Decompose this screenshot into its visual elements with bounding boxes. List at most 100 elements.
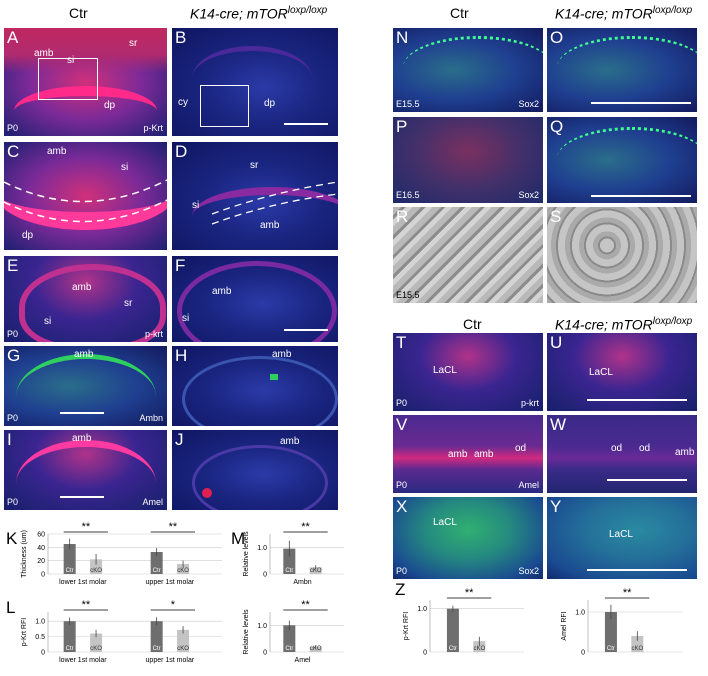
panel-u-image: U LaCL [547, 333, 697, 411]
panel-r-stage: E15.5 [396, 290, 420, 300]
panel-d-epithelium-layer [192, 187, 338, 245]
panel-e-epithelium-loop [19, 264, 166, 342]
panel-n-sox2-signal [403, 36, 543, 99]
panel-w-letter: W [550, 415, 567, 434]
panel-i-stage: P0 [7, 497, 19, 507]
panel-a-marker: p-Krt [143, 123, 163, 133]
header-right2-ctr: Ctr [463, 316, 482, 332]
panel-c-label-amb: amb [47, 146, 67, 157]
chart-significance-mark: ** [82, 599, 91, 611]
panel-x-letter: X [396, 497, 408, 516]
chart-bar-label: Ctr [449, 646, 457, 652]
panel-g-letter: G [7, 346, 21, 365]
header-left-mutant-sup: loxp/loxp [287, 5, 328, 16]
chart-bar [604, 612, 617, 652]
panel-f-label-amb: amb [212, 286, 232, 297]
chart-bar-label: Ctr [607, 646, 615, 652]
chart-tick-label: 40 [37, 545, 45, 552]
panel-a-label-si: si [67, 55, 75, 66]
chart-bar [177, 564, 190, 574]
panel-h-outline [182, 356, 338, 426]
panel-a-letter: A [7, 28, 19, 47]
panel-s-letter: S [550, 207, 562, 226]
panel-z-letter: Z [395, 580, 406, 599]
panel-q-letter: Q [550, 117, 564, 136]
chart-significance-mark: ** [301, 599, 310, 611]
chart-bar [90, 559, 103, 574]
header-right-ctr: Ctr [450, 5, 469, 21]
chart-tick-label: 1.0 [575, 610, 585, 617]
chart-k: Thickness (um) 0 20 40 60 Ctr cKO Ctr cKO lower 1… [21, 521, 222, 586]
chart-group-label: lower 1st molar [59, 657, 107, 664]
panel-t-image: T LaCL P0 p-krt [393, 333, 543, 411]
panel-a-stage: P0 [7, 123, 19, 133]
panel-j-letter: J [175, 430, 184, 449]
chart-significance-mark: ** [82, 521, 91, 533]
chart-bar-label: Ctr [153, 646, 161, 652]
panel-c-dashed-lines [4, 179, 167, 223]
panel-u-letter: U [550, 333, 563, 352]
chart-group-label: lower 1st molar [59, 579, 107, 586]
header-right-mutant-sup: loxp/loxp [652, 5, 693, 16]
chart-tick-label: 20 [37, 558, 45, 565]
chart-ylabel: p-Krt RFI [403, 612, 410, 640]
panel-o-image: O [547, 28, 697, 112]
chart-tick-label: 0 [423, 650, 427, 657]
panel-v-label-amb-2: amb [474, 449, 494, 460]
header-left-ctr: Ctr [69, 5, 88, 21]
chart-bar [446, 608, 459, 652]
chart-significance-mark: ** [623, 587, 632, 599]
panel-g-label-amb: amb [74, 349, 94, 360]
panel-o-letter: O [550, 28, 564, 47]
panel-c-letter: C [7, 142, 20, 161]
chart-bar [309, 567, 322, 574]
panel-v-marker: Amel [518, 480, 539, 490]
panel-k-letter: K [6, 529, 18, 548]
chart-bar-label: Ctr [153, 568, 161, 574]
panel-c-image: C amb si dp [4, 142, 167, 250]
panel-q-scalebar [591, 195, 691, 197]
panel-f-scalebar [284, 329, 328, 331]
panel-f-letter: F [175, 256, 186, 275]
chart-ylabel: Thickness (um) [21, 530, 28, 578]
panel-u-label-lacl: LaCL [589, 367, 613, 378]
panel-q-image: Q [547, 117, 697, 203]
panel-b-letter: B [175, 28, 187, 47]
panel-a-label-dp: dp [104, 100, 116, 111]
chart-l: p-Krt RFI 0 0.5 1.0 Ctr cKO Ctr cKO lower 1st mo… [21, 599, 222, 664]
panel-s-image: S [547, 207, 697, 303]
panel-t-label-lacl: LaCL [433, 365, 457, 376]
panel-b-image: B cy dp [172, 28, 338, 136]
panel-a-inset-box [38, 58, 98, 100]
chart-bar-label: cKO [310, 646, 322, 652]
chart-z-pkrt: p-Krt RFI 0 1.0 Ctr cKO ** [403, 587, 524, 657]
header-left-mutant-main: K14-cre; mTOR [190, 5, 288, 22]
chart-bar [309, 646, 322, 652]
panel-y-label-lacl: LaCL [609, 529, 633, 540]
panel-v-letter: V [396, 415, 408, 434]
panel-b-scalebar [284, 123, 328, 125]
chart-bar [63, 544, 76, 574]
chart-bar-label: cKO [631, 646, 643, 652]
chart-ylabel: p-Krt RFI [21, 618, 28, 646]
chart-tick-label: 0 [263, 572, 267, 579]
panel-b-inset-box [200, 85, 249, 127]
chart-bar-label: Ctr [285, 568, 293, 574]
panel-a-label-amb: amb [34, 48, 54, 59]
chart-bar-label: cKO [177, 646, 189, 652]
panel-x-label-lacl: LaCL [433, 517, 457, 528]
panel-x-stage: P0 [396, 566, 408, 576]
panel-d-label-amb: amb [260, 220, 280, 231]
chart-bar-label: cKO [90, 646, 102, 652]
panel-p-marker: Sox2 [518, 190, 539, 200]
panel-t-letter: T [396, 333, 407, 352]
chart-bar [150, 552, 163, 574]
panel-u-scalebar [587, 399, 687, 401]
chart-bar-label: cKO [310, 568, 322, 574]
panel-a-epithelium-layer [14, 86, 157, 136]
panel-j-outline [192, 445, 328, 510]
panel-t-marker: p-krt [521, 398, 539, 408]
panel-f-image: F amb si [172, 256, 338, 342]
chart-bar [63, 621, 76, 652]
chart-bar-label: Ctr [285, 646, 293, 652]
